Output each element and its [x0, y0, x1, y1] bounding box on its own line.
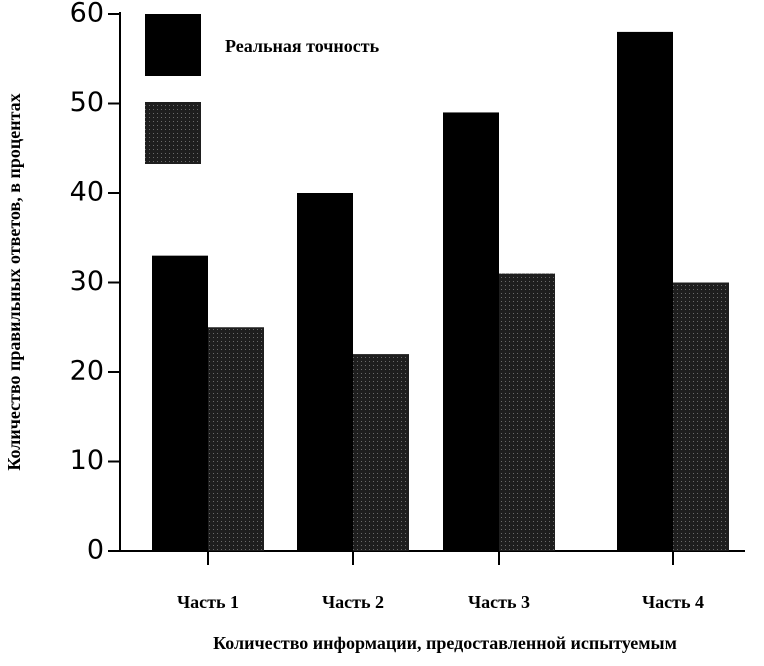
y-axis-label: Количество правильных ответов, в процент…	[4, 93, 24, 470]
bar	[152, 255, 208, 551]
y-tick-label: 0	[87, 535, 104, 566]
x-axis-label: Количество информации, предоставленной и…	[213, 633, 677, 653]
x-tick-label: Часть 4	[642, 592, 704, 612]
x-tick-label: Часть 1	[177, 592, 239, 612]
bar	[443, 112, 499, 551]
y-tick-label: 40	[70, 177, 104, 208]
bar	[353, 354, 409, 551]
x-tick-label: Часть 2	[322, 592, 384, 612]
bar	[208, 327, 264, 551]
y-tick-label: 20	[70, 356, 104, 387]
y-tick-label: 30	[70, 266, 104, 297]
y-tick-label: 10	[70, 445, 104, 476]
y-tick-label: 50	[70, 87, 104, 118]
bar	[499, 273, 555, 551]
bar	[617, 31, 673, 551]
y-tick-label: 60	[70, 0, 104, 29]
x-tick-label: Часть 3	[468, 592, 530, 612]
legend-swatch	[145, 14, 201, 76]
legend-swatch	[145, 102, 201, 164]
bar	[297, 193, 353, 551]
bar	[673, 282, 729, 551]
legend-label: Реальная точность	[225, 36, 380, 56]
